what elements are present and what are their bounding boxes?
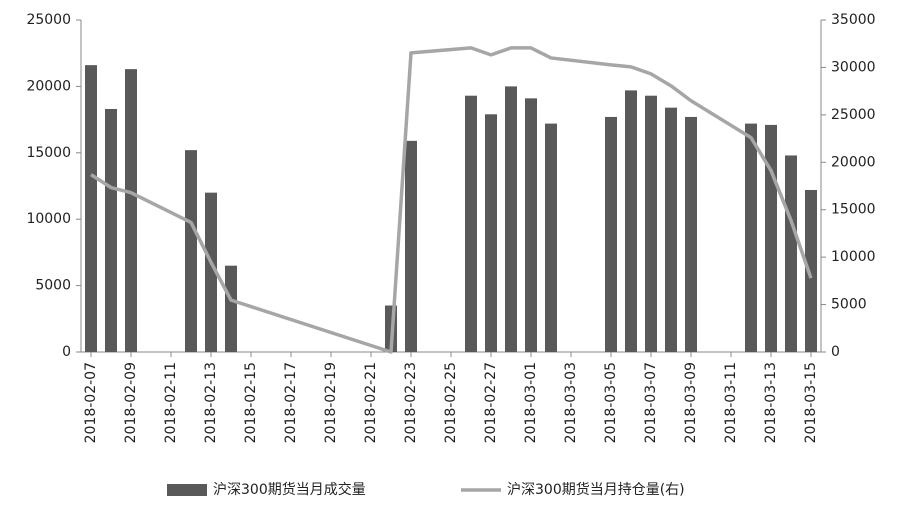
bar — [645, 95, 657, 353]
x-tick-label: 2018-02-09 — [123, 362, 139, 443]
x-tick-label: 2018-02-15 — [243, 362, 259, 443]
bar — [205, 192, 217, 352]
y-tick-label: 10000 — [26, 211, 71, 227]
legend-swatch — [167, 484, 207, 496]
bar — [545, 123, 557, 352]
y-tick-label: 5000 — [35, 278, 71, 294]
y2-tick-label: 20000 — [831, 154, 876, 170]
x-tick-label: 2018-03-15 — [803, 362, 819, 443]
y2-tick-label: 0 — [831, 344, 840, 360]
x-tick-label: 2018-02-23 — [403, 362, 419, 443]
bar — [105, 108, 117, 352]
bar — [745, 123, 757, 352]
x-tick-label: 2018-02-25 — [443, 362, 459, 443]
bar — [685, 116, 697, 352]
bar — [605, 116, 617, 352]
bar — [125, 69, 137, 353]
y-tick-label: 25000 — [26, 12, 71, 28]
x-tick-label: 2018-02-21 — [363, 362, 379, 443]
x-tick-label: 2018-03-03 — [563, 362, 579, 443]
x-tick-label: 2018-03-09 — [683, 362, 699, 443]
bar — [185, 150, 197, 352]
y2-tick-label: 15000 — [831, 202, 876, 218]
bar — [465, 95, 477, 353]
bar — [405, 140, 417, 352]
x-tick-label: 2018-02-13 — [203, 362, 219, 443]
bar — [785, 155, 797, 352]
x-tick-label: 2018-02-27 — [483, 362, 499, 443]
x-tick-label: 2018-02-11 — [163, 362, 179, 443]
line — [90, 46, 813, 354]
x-tick-label: 2018-03-01 — [523, 362, 539, 443]
y-tick-label: 20000 — [26, 78, 71, 94]
bar — [665, 107, 677, 352]
x-tick-label: 2018-02-07 — [83, 362, 99, 443]
y-tick-label: 15000 — [26, 145, 71, 161]
x-tick-label: 2018-02-19 — [323, 362, 339, 443]
y2-tick-label: 25000 — [831, 107, 876, 123]
x-tick-label: 2018-03-05 — [603, 362, 619, 443]
bar — [805, 189, 817, 352]
x-tick-label: 2018-03-13 — [763, 362, 779, 443]
y2-tick-label: 35000 — [831, 12, 876, 28]
legend-label: 沪深300期货当月持仓量(右) — [507, 481, 685, 498]
x-tick-label: 2018-02-17 — [283, 362, 299, 443]
y2-tick-label: 5000 — [831, 297, 867, 313]
x-tick-label: 2018-03-07 — [643, 362, 659, 443]
bar — [505, 86, 517, 353]
y2-tick-label: 30000 — [831, 59, 876, 75]
x-tick-label: 2018-03-11 — [723, 362, 739, 443]
bar — [765, 124, 777, 352]
bar — [85, 65, 97, 352]
y2-tick-label: 10000 — [831, 249, 876, 265]
bar — [625, 90, 637, 352]
bar — [525, 98, 537, 353]
bar — [485, 114, 497, 353]
legend-label: 沪深300期货当月成交量 — [213, 481, 366, 498]
y-tick-label: 0 — [62, 344, 71, 360]
bar — [225, 265, 237, 352]
